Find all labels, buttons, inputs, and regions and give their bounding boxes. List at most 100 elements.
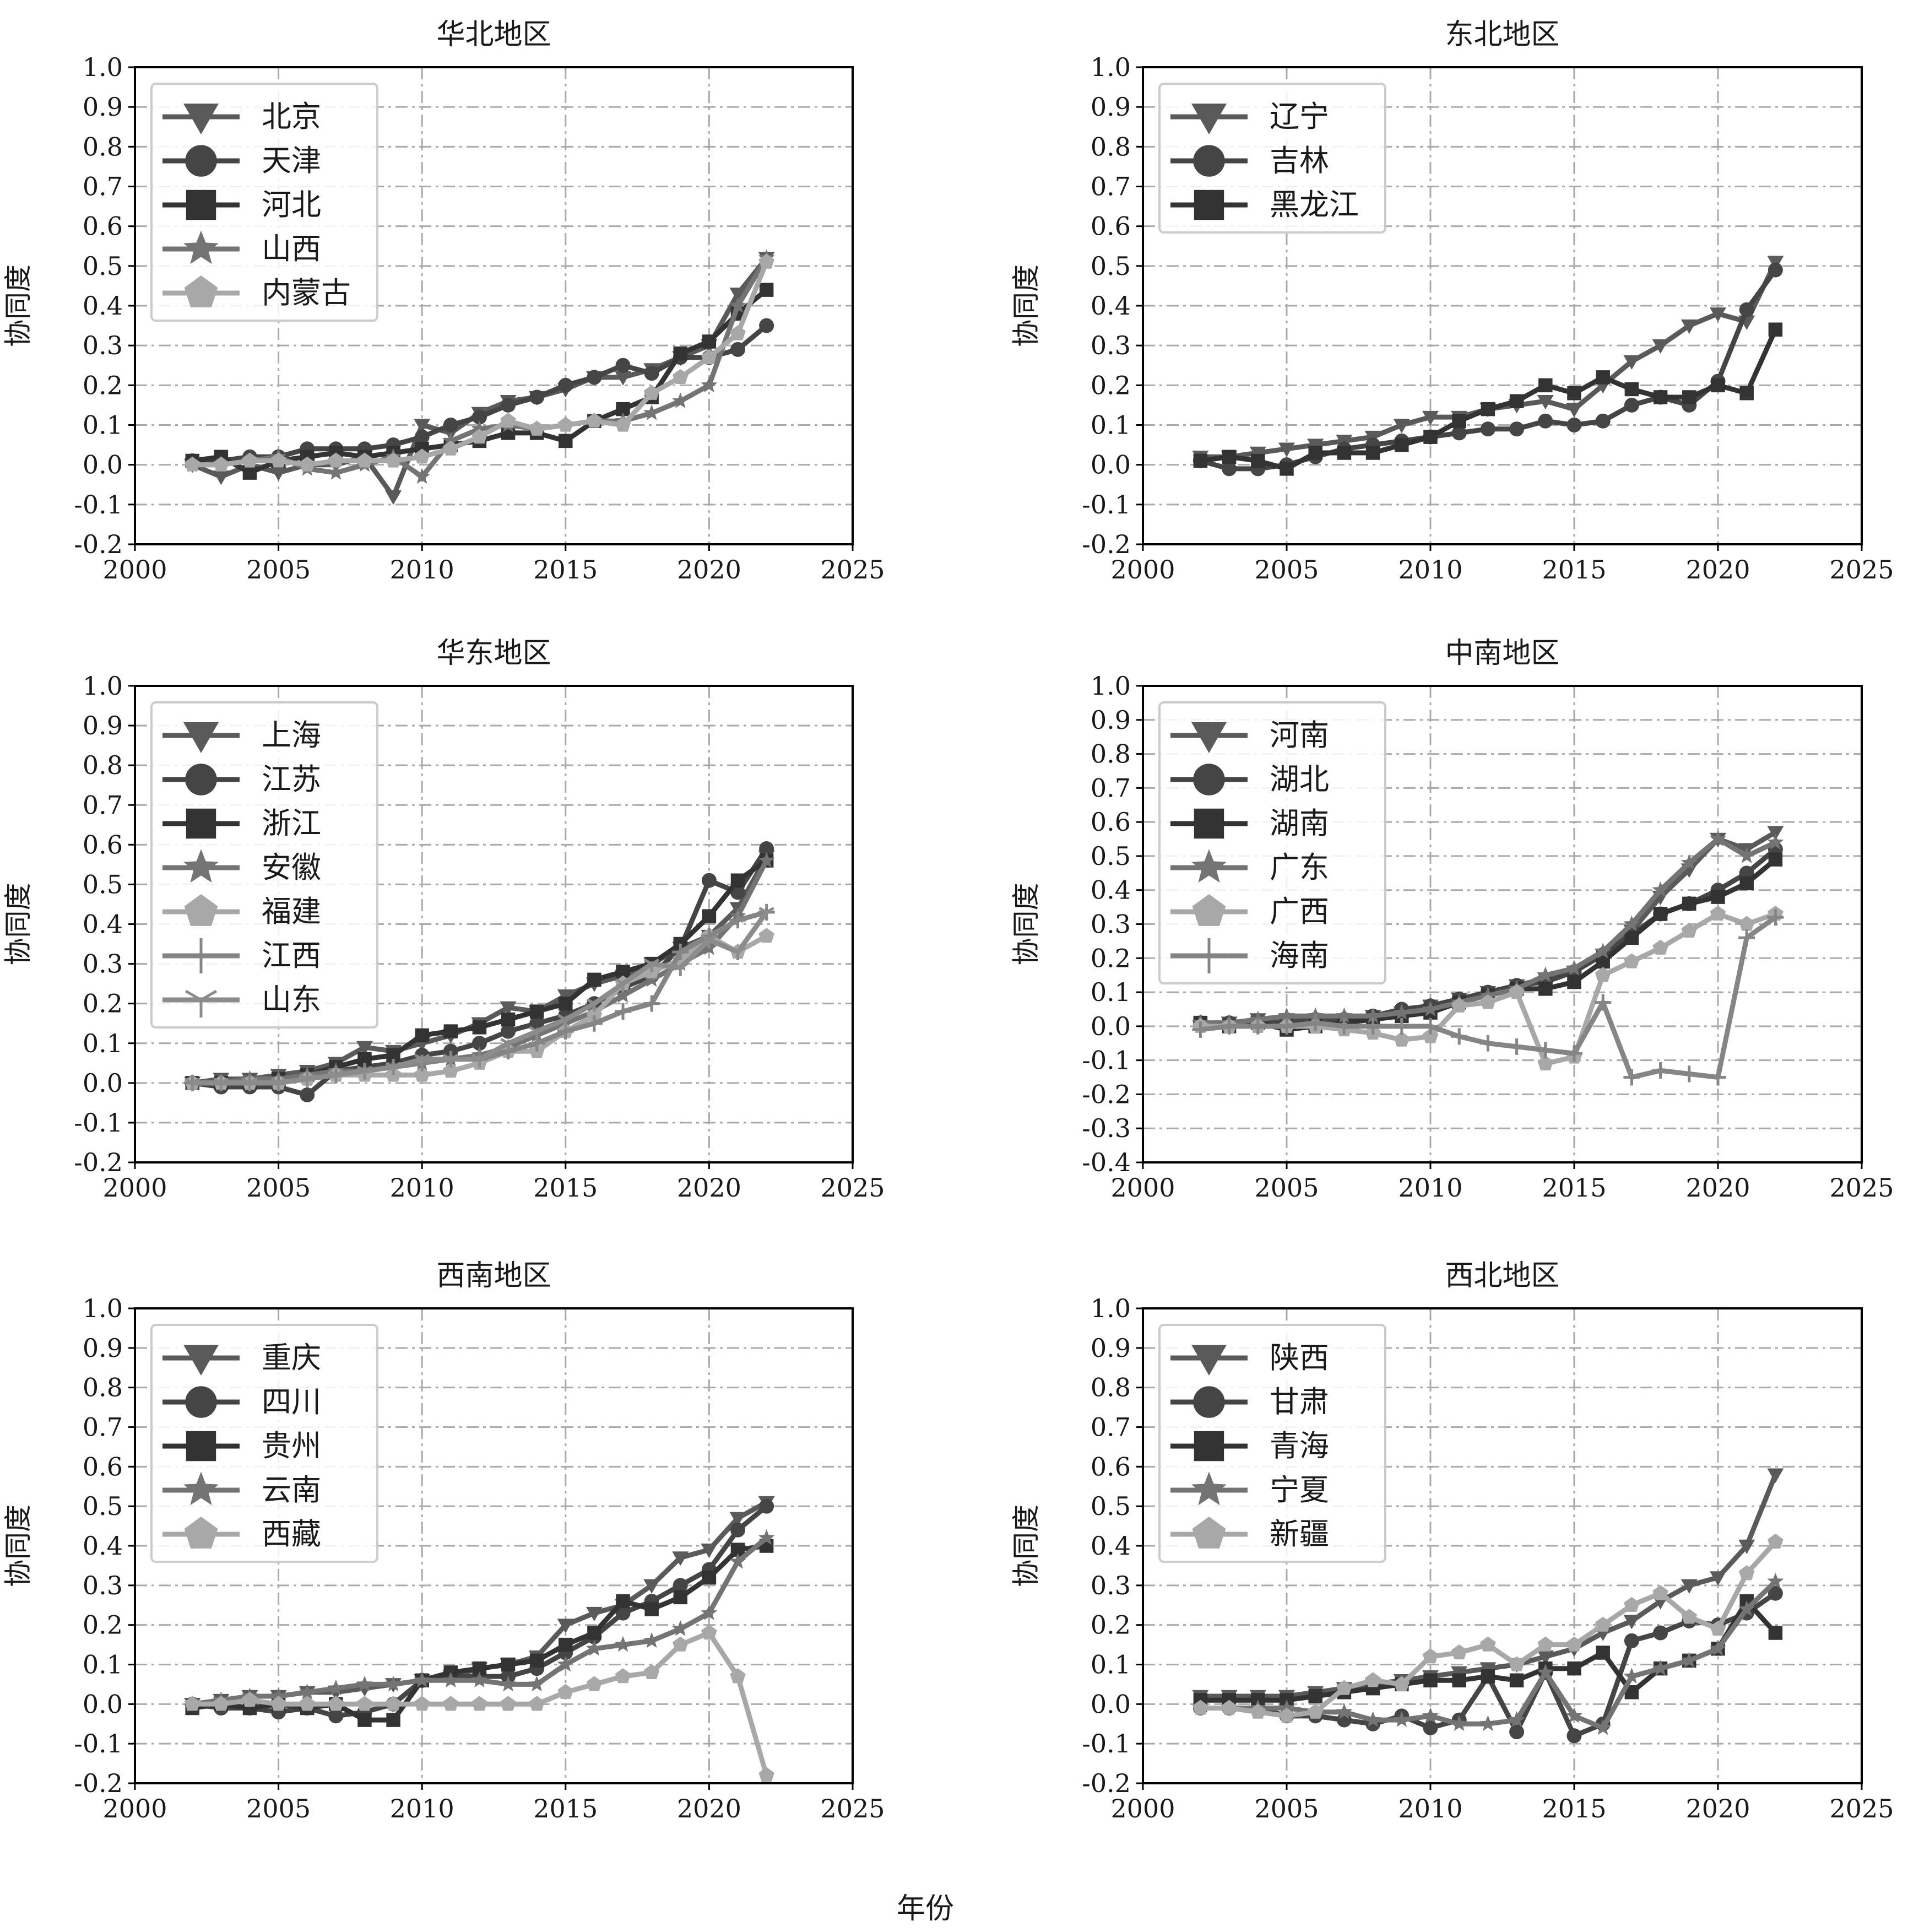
- y-tick-label: 0.1: [1091, 410, 1131, 440]
- data-point: [1280, 462, 1294, 476]
- data-point: [615, 371, 632, 386]
- data-point: [616, 1594, 630, 1609]
- data-point: [1537, 394, 1554, 410]
- y-tick-label: 0.2: [1091, 370, 1131, 400]
- data-point: [242, 1078, 258, 1091]
- y-tick-label: 0.2: [83, 370, 123, 400]
- data-point: [1681, 319, 1698, 334]
- data-point: [184, 1078, 200, 1091]
- x-tick-label: 2025: [820, 1794, 885, 1823]
- legend-label: 天津: [262, 143, 321, 178]
- data-point: [299, 1073, 316, 1087]
- x-tick-label: 2015: [1542, 1173, 1606, 1203]
- data-point: [1308, 446, 1322, 460]
- data-point: [471, 1036, 487, 1051]
- legend-label: 陕西: [1270, 1340, 1329, 1375]
- chart-title: 东北地区: [1445, 18, 1559, 51]
- data-point: [501, 1657, 516, 1672]
- data-point: [1393, 1711, 1410, 1727]
- y-tick-label: 0.7: [83, 1413, 123, 1442]
- data-point: [1652, 1585, 1668, 1600]
- series-6: [1192, 909, 1784, 1086]
- data-point: [643, 404, 660, 420]
- y-tick-label: -0.1: [74, 490, 123, 519]
- y-tick-label: -0.2: [1082, 1768, 1131, 1798]
- legend-label: 安徽: [262, 850, 321, 885]
- x-tick-label: 2025: [1829, 1173, 1894, 1203]
- data-point: [730, 1668, 746, 1684]
- data-point: [471, 1671, 488, 1687]
- legend-marker: [1191, 1345, 1227, 1376]
- legend-label: 湖南: [1270, 806, 1329, 841]
- data-point: [1307, 1014, 1324, 1031]
- y-tick-label: 0.5: [83, 251, 123, 281]
- data-point: [1623, 915, 1640, 932]
- data-point: [1537, 1055, 1554, 1070]
- data-point: [1278, 1699, 1295, 1715]
- data-point: [587, 1626, 601, 1640]
- data-point: [586, 1640, 603, 1656]
- y-tick-label: 0.0: [1091, 1011, 1131, 1041]
- data-point: [1595, 1719, 1612, 1735]
- legend-marker: [1194, 808, 1224, 839]
- data-point: [586, 1676, 603, 1691]
- y-tick-label: -0.4: [1082, 1148, 1131, 1177]
- data-point: [385, 1062, 402, 1075]
- data-point: [1278, 1018, 1295, 1035]
- data-point: [1251, 453, 1265, 468]
- data-point: [1682, 896, 1696, 911]
- y-tick-label: 0.3: [83, 949, 123, 979]
- data-point: [1423, 1720, 1438, 1735]
- data-point: [758, 1529, 775, 1545]
- y-tick-label: 0.4: [1091, 291, 1131, 321]
- data-point: [1509, 1656, 1525, 1671]
- data-point: [356, 452, 373, 468]
- data-point: [1710, 1640, 1726, 1656]
- data-point: [529, 1696, 545, 1711]
- legend-label: 贵州: [262, 1428, 321, 1463]
- data-point: [701, 1625, 717, 1640]
- data-point: [730, 873, 745, 887]
- data-point: [1222, 461, 1237, 477]
- data-point: [1538, 378, 1553, 393]
- data-point: [1738, 916, 1755, 931]
- data-point: [242, 466, 257, 480]
- data-point: [643, 385, 660, 400]
- legend-label: 上海: [262, 718, 321, 753]
- data-point: [1307, 1703, 1324, 1719]
- data-point: [528, 1675, 545, 1692]
- data-point: [1739, 302, 1754, 317]
- data-point: [1681, 1609, 1698, 1624]
- y-tick-label: 0.7: [83, 790, 123, 820]
- legend-marker: [1191, 104, 1227, 134]
- legend-marker: [1191, 1471, 1227, 1506]
- y-tick-label: -0.2: [1082, 1079, 1131, 1109]
- y-tick-label: 0.1: [1091, 1650, 1131, 1680]
- data-point: [643, 958, 660, 972]
- data-point: [1509, 1673, 1524, 1687]
- data-point: [672, 1620, 689, 1636]
- y-tick-label: 0.0: [83, 1068, 123, 1098]
- data-point: [471, 409, 487, 425]
- data-point: [586, 1007, 603, 1022]
- data-point: [615, 987, 631, 1003]
- chart-panel: 2000 2005 2010 2015 2020 2025 -0.2 -0.1 0.0 0.1 0.…: [1010, 18, 1894, 585]
- y-tick-label: 0.0: [1091, 1689, 1131, 1719]
- data-point: [414, 1696, 430, 1711]
- data-point: [1393, 1018, 1410, 1035]
- data-point: [1738, 1565, 1755, 1581]
- data-point: [759, 841, 774, 857]
- data-point: [1596, 370, 1610, 385]
- data-point: [729, 912, 746, 929]
- data-point: [1423, 1673, 1438, 1687]
- x-tick-label: 2010: [1398, 555, 1462, 585]
- y-tick-label: -0.2: [1082, 529, 1131, 559]
- data-point: [1767, 1468, 1784, 1483]
- y-tick-label: 0.2: [83, 989, 123, 1019]
- y-tick-label: 0.9: [1091, 1333, 1131, 1363]
- data-point: [185, 1696, 200, 1711]
- data-point: [1481, 1669, 1495, 1684]
- chart-title: 中南地区: [1445, 637, 1559, 670]
- data-point: [472, 1661, 487, 1676]
- legend-marker: [183, 230, 219, 264]
